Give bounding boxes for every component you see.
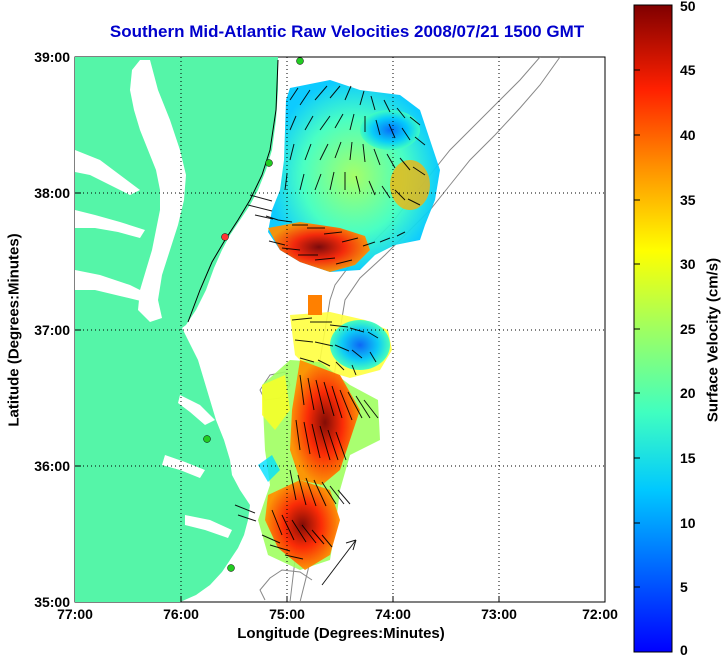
y-tick-label: 38:00: [34, 185, 70, 201]
colorbar-tick: 35: [680, 192, 696, 208]
y-tick-label: 36:00: [34, 458, 70, 474]
colorbar-tick: 20: [680, 385, 696, 401]
hot-core-north: [268, 222, 370, 272]
station-marker: [265, 159, 273, 167]
x-tick-label: 73:00: [481, 606, 517, 622]
colorbar-tick: 40: [680, 127, 696, 143]
x-tick-label: 77:00: [57, 606, 93, 622]
station-marker: [227, 564, 235, 572]
y-tick-label: 37:00: [34, 322, 70, 338]
colorbar-tick: 15: [680, 450, 696, 466]
station-marker: [221, 233, 229, 241]
colorbar-tick: 0: [680, 642, 688, 658]
x-tick-label: 76:00: [163, 606, 199, 622]
colorbar-tick: 30: [680, 256, 696, 272]
x-axis-label: Longitude (Degrees:Minutes): [237, 625, 445, 642]
map-title: Southern Mid-Atlantic Raw Velocities 200…: [109, 22, 585, 41]
station-marker: [296, 57, 304, 65]
y-tick-label: 35:00: [34, 594, 70, 610]
map-grid: [75, 57, 605, 602]
colorbar-tick: 45: [680, 62, 696, 78]
station-marker: [203, 435, 211, 443]
colorbar-tick: 10: [680, 515, 696, 531]
chesapeake-bay: [130, 60, 186, 322]
x-tick-label: 74:00: [375, 606, 411, 622]
y-tick-label: 39:00: [34, 49, 70, 65]
x-tick-label: 72:00: [582, 606, 618, 622]
colorbar-label: Surface Velocity (cm/s): [704, 257, 722, 423]
y-axis-label: Latitude (Degrees:Minutes): [5, 233, 23, 427]
colorbar: [633, 4, 673, 653]
velocity-arrows: [247, 85, 426, 265]
x-tick-label: 75:00: [269, 606, 305, 622]
colorbar-tick: 5: [680, 579, 688, 595]
colorbar-tick: 50: [680, 0, 696, 14]
colorbar-tick: 25: [680, 321, 696, 337]
